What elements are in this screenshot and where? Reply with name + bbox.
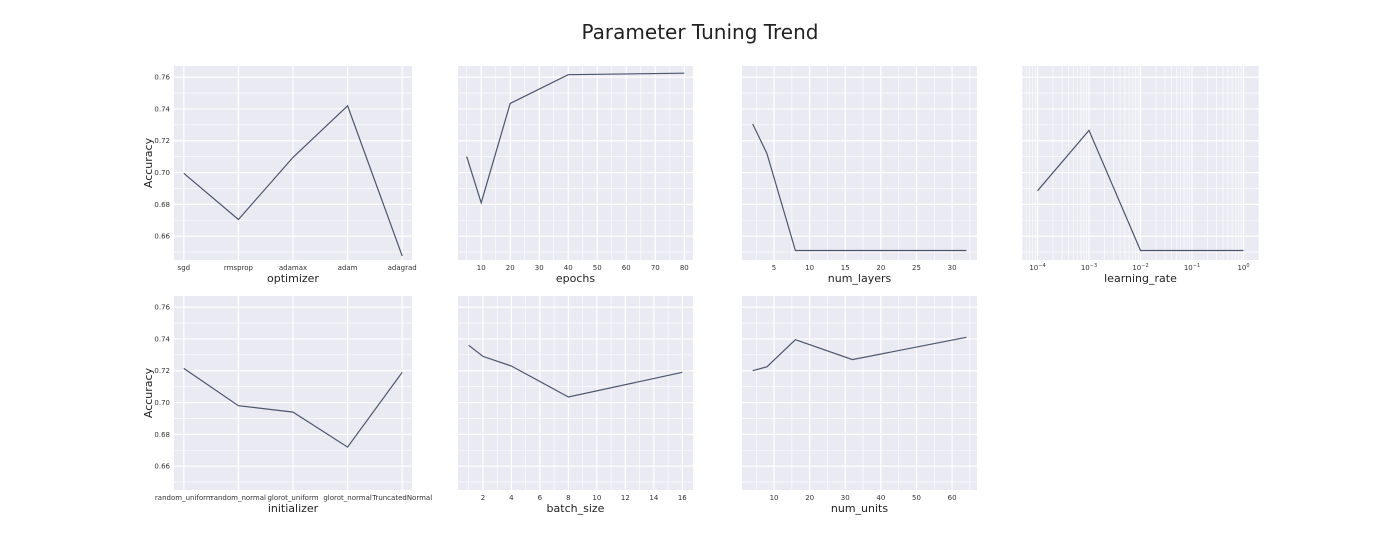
x-tick-label: 60 xyxy=(622,264,631,272)
x-tick-label: 14 xyxy=(649,494,658,502)
x-tick-label: 2 xyxy=(481,494,485,502)
x-axis-label: num_layers xyxy=(828,272,892,285)
x-tick-label: 10−1 xyxy=(1184,263,1200,272)
x-tick-label: 15 xyxy=(841,264,850,272)
x-tick-label: 20 xyxy=(805,494,814,502)
x-tick-label: adamax xyxy=(279,264,307,272)
y-tick-label: 0.66 xyxy=(154,233,170,241)
x-tick-label: 30 xyxy=(948,264,957,272)
x-tick-label: 20 xyxy=(876,264,885,272)
subplot-2: 10 20 30 40 50 60 70 80 epochs xyxy=(458,66,693,285)
figure-title: Parameter Tuning Trend xyxy=(581,20,819,44)
axes-background xyxy=(742,296,977,490)
y-tick-label: 0.76 xyxy=(154,304,170,312)
x-tick-label: random_uniform xyxy=(155,494,213,502)
series-line xyxy=(468,344,683,398)
axes-background xyxy=(458,296,693,490)
x-axis-label: initializer xyxy=(268,502,319,515)
x-tick-label: 4 xyxy=(509,494,514,502)
x-tick-label: 60 xyxy=(948,494,957,502)
x-tick-label: sgd xyxy=(178,264,191,272)
series-line xyxy=(183,104,403,257)
x-axis-label: optimizer xyxy=(267,272,319,285)
y-axis-label: Accuracy xyxy=(142,137,155,188)
x-tick-label: 80 xyxy=(680,264,689,272)
x-tick-label: 30 xyxy=(535,264,544,272)
x-tick-label: 20 xyxy=(506,264,515,272)
y-tick-label: 0.72 xyxy=(154,367,170,375)
x-tick-label: 40 xyxy=(876,494,885,502)
y-tick-label: 0.74 xyxy=(154,105,170,113)
subplot-6: 2 4 6 8 10 12 14 16 batch_size xyxy=(458,296,693,515)
x-tick-label: random_normal xyxy=(211,494,266,502)
x-axis-label: epochs xyxy=(556,272,595,285)
series-line xyxy=(1037,129,1244,252)
x-tick-label: 8 xyxy=(566,494,570,502)
x-tick-label: 16 xyxy=(678,494,687,502)
y-tick-label: 0.68 xyxy=(154,201,170,209)
x-tick-label: 10−4 xyxy=(1029,263,1045,272)
x-tick-label: TruncatedNormal xyxy=(371,494,432,502)
x-axis-label: batch_size xyxy=(547,502,605,515)
x-tick-label: 10 xyxy=(770,494,779,502)
x-axis-label: learning_rate xyxy=(1104,272,1177,285)
y-tick-label: 0.68 xyxy=(154,431,170,439)
y-tick-label: 0.70 xyxy=(154,399,170,407)
series-line xyxy=(752,123,967,252)
y-tick-label: 0.76 xyxy=(154,74,170,82)
x-tick-label: 30 xyxy=(841,494,850,502)
x-tick-label: 50 xyxy=(593,264,602,272)
x-tick-label: 10−2 xyxy=(1132,263,1148,272)
series-line xyxy=(752,336,967,372)
subplot-7: 10 20 30 40 50 60 num_units xyxy=(742,296,977,515)
series-line xyxy=(183,367,403,448)
x-tick-label: 10 xyxy=(805,264,814,272)
x-axis-label: num_units xyxy=(831,502,888,515)
x-tick-label: 5 xyxy=(772,264,776,272)
x-tick-label: glorot_uniform xyxy=(267,494,318,502)
x-tick-label: adagrad xyxy=(388,264,417,272)
x-tick-label: adam xyxy=(338,264,358,272)
subplot-1: sgd rmsprop adamax adam adagrad 0.66 0.68 0.70 0… xyxy=(142,66,417,285)
x-tick-label: 12 xyxy=(621,494,630,502)
y-tick-label: 0.70 xyxy=(154,169,170,177)
x-tick-label: 100 xyxy=(1237,263,1249,272)
subplot-4: 10−4 10−3 10−2 10−1 100 learning_rate xyxy=(1021,66,1260,285)
y-axis-label: Accuracy xyxy=(142,367,155,418)
x-tick-label: 10 xyxy=(592,494,601,502)
y-tick-label: 0.66 xyxy=(154,463,170,471)
x-tick-label: 10−3 xyxy=(1081,263,1097,272)
x-tick-label: glorot_normal xyxy=(323,494,372,502)
x-tick-label: 10 xyxy=(477,264,486,272)
x-tick-label: 50 xyxy=(912,494,921,502)
subplot-3: 5 10 15 20 25 30 num_layers xyxy=(742,66,977,285)
axes-background xyxy=(742,66,977,260)
x-tick-label: 40 xyxy=(564,264,573,272)
y-tick-label: 0.74 xyxy=(154,335,170,343)
y-tick-label: 0.72 xyxy=(154,137,170,145)
axes-background xyxy=(458,66,693,260)
x-tick-label: rmsprop xyxy=(224,264,254,272)
series-line xyxy=(466,72,685,205)
x-tick-label: 70 xyxy=(651,264,660,272)
x-tick-label: 25 xyxy=(912,264,921,272)
x-tick-label: 6 xyxy=(538,494,543,502)
